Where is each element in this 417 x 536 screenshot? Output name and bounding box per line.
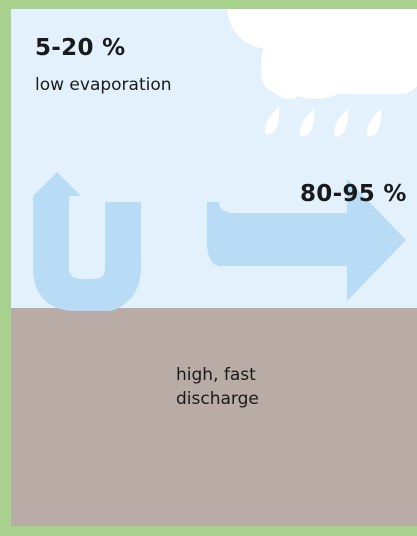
evaporation-percent: 5-20 % xyxy=(35,35,126,61)
evaporation-label: low evaporation xyxy=(35,75,172,95)
water-cycle-illustration xyxy=(33,9,417,311)
discharge-percent: 80-95 % xyxy=(300,181,407,207)
raindrop-icon xyxy=(334,109,349,137)
ground-area xyxy=(11,308,417,526)
raindrop-icon xyxy=(300,109,315,137)
water-flow-arrow-icon xyxy=(207,179,406,301)
discharge-label: high, fast discharge xyxy=(176,365,259,409)
cloud-icon xyxy=(227,9,417,99)
raindrop-icon xyxy=(367,109,382,137)
water-flow-arrow-icon xyxy=(33,172,141,311)
water-balance-panel: 5-20 % low evaporation 80-95 % high, fas… xyxy=(11,9,417,526)
raindrop-icon xyxy=(265,107,280,135)
